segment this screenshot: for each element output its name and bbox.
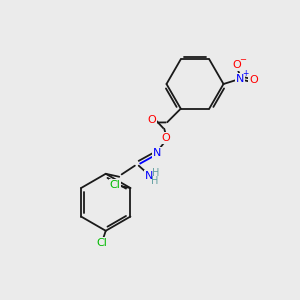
Text: +: +: [242, 69, 249, 78]
Text: O: O: [161, 133, 170, 143]
Text: O: O: [249, 75, 258, 85]
Text: N: N: [145, 171, 153, 181]
Text: N: N: [236, 74, 244, 84]
Text: H: H: [151, 176, 158, 186]
Text: Cl: Cl: [110, 180, 120, 190]
Text: O: O: [147, 115, 156, 125]
Text: −: −: [239, 55, 246, 64]
Text: H: H: [152, 169, 160, 178]
Text: N: N: [153, 148, 161, 158]
Text: Cl: Cl: [97, 238, 108, 248]
Text: O: O: [232, 60, 242, 70]
